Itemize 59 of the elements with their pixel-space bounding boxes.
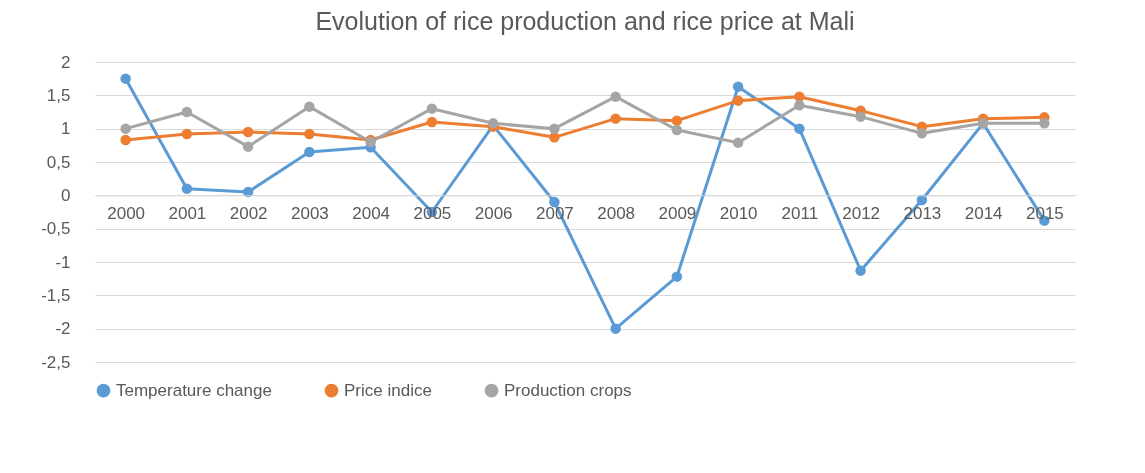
point	[794, 91, 805, 102]
point	[304, 146, 315, 158]
y-tick-label: -2	[55, 319, 71, 339]
x-tick-label: 2008	[597, 203, 636, 223]
point	[671, 124, 683, 136]
point	[120, 73, 131, 84]
point	[549, 132, 560, 143]
point	[794, 100, 805, 111]
point	[732, 137, 744, 148]
point	[242, 126, 254, 138]
point	[426, 116, 438, 128]
y-tick-label: -1,5	[41, 285, 71, 305]
x-tick-label: 2014	[964, 203, 1003, 223]
legend-label: Temperature change	[116, 380, 272, 400]
x-tick-label: 2002	[229, 203, 268, 223]
x-tick-label: 2012	[842, 203, 881, 223]
point	[181, 128, 193, 140]
point	[1039, 118, 1050, 129]
x-tick-label: 2001	[168, 203, 207, 223]
point	[181, 183, 193, 194]
point	[304, 101, 315, 112]
point	[732, 95, 744, 106]
x-tick-label: 2000	[107, 203, 146, 223]
y-tick-label: -1	[55, 252, 71, 272]
y-tick-label: 1	[61, 119, 71, 139]
point	[855, 265, 866, 276]
point	[916, 128, 928, 139]
point	[242, 141, 254, 152]
point	[610, 323, 621, 334]
point	[671, 271, 683, 282]
point	[855, 111, 866, 122]
y-tick-label: 0,5	[46, 152, 71, 172]
point	[120, 123, 131, 134]
y-tick-label: 1,5	[46, 85, 71, 105]
point	[916, 194, 928, 206]
point	[304, 128, 315, 140]
point	[426, 103, 438, 114]
point	[610, 113, 621, 124]
y-tick-label: 2	[61, 52, 71, 72]
x-tick-label: 2003	[290, 203, 329, 223]
point	[549, 123, 560, 134]
legend-label: Production crops	[504, 380, 632, 400]
y-tick-label: 0	[61, 185, 71, 205]
legend-label: Price indice	[344, 380, 432, 400]
point	[181, 106, 193, 118]
y-tick-label: -2,5	[41, 352, 71, 372]
x-tick-label: 2004	[352, 203, 391, 223]
x-tick-label: 2010	[719, 203, 758, 223]
x-tick-label: 2009	[658, 203, 697, 223]
point	[794, 123, 805, 134]
point	[120, 134, 131, 146]
y-tick-label: -0,5	[41, 219, 71, 239]
chart-title: Evolution of rice production and rice price at Mali	[315, 7, 855, 35]
x-tick-label: 2006	[474, 203, 513, 223]
point	[610, 91, 621, 102]
x-tick-label: 2005	[413, 203, 452, 223]
point	[671, 115, 683, 126]
point	[732, 81, 744, 92]
x-tick-label: 2011	[781, 203, 819, 223]
